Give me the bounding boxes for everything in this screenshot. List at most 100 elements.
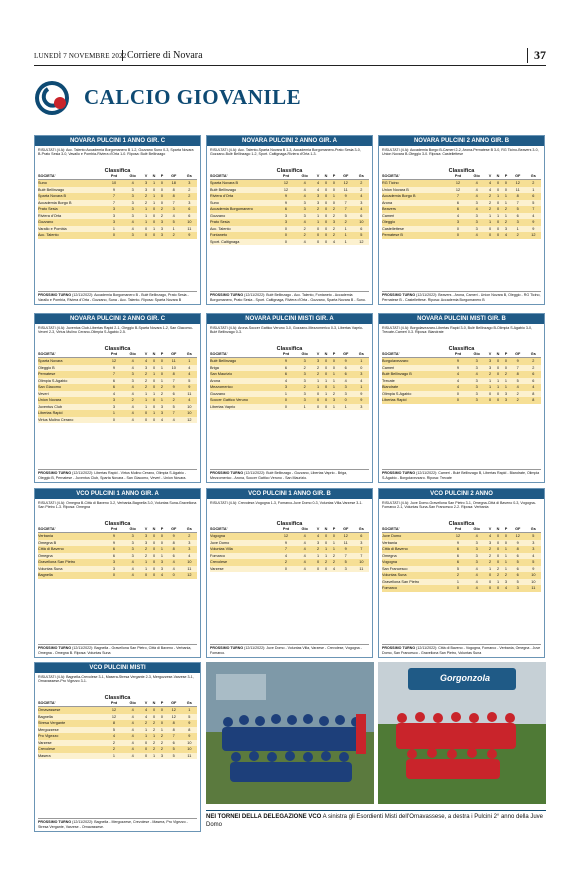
table-cell: 0 <box>321 212 331 219</box>
next-round: PROSSIMO TURNO (12/11/2022): Bagnella - … <box>38 644 197 655</box>
table-cell: 6 <box>525 193 541 200</box>
table-cell: Trecate <box>382 377 449 384</box>
table-cell: 2 <box>330 232 338 239</box>
table-cell: 7 <box>353 546 369 553</box>
next-round-label: PROSSIMO TURNO <box>382 646 416 651</box>
column-header: Gio <box>295 352 315 358</box>
table-cell: 4 <box>502 585 510 592</box>
table-cell: Beavers <box>382 206 449 213</box>
table-cell: 4 <box>142 713 150 720</box>
section-title: CALCIO GIOVANILE <box>84 85 302 109</box>
standings-heading: Classifica <box>104 168 131 174</box>
standings-box: VCO PULCINI 1 ANNO GIR. A RISULTATI (4 A)… <box>34 488 201 658</box>
table-cell: 1 <box>330 403 338 410</box>
column-header: Pnt <box>448 352 468 358</box>
table-cell: Omegna <box>38 552 105 559</box>
table-cell: 4 <box>123 559 143 566</box>
table-cell: 1 <box>149 225 159 232</box>
standings-box: NOVARA PULCINI MISTI GIR. B RISULTATI (4 … <box>378 313 545 483</box>
table-cell: Bulé Bellinzago <box>38 186 105 193</box>
column-header: SOCIETA' <box>38 527 105 533</box>
table-cell: 2 <box>158 746 166 753</box>
table-cell: 2 <box>493 565 503 572</box>
table-cell: 0 <box>314 397 322 404</box>
next-round-label: PROSSIMO TURNO <box>382 471 416 476</box>
table-cell: 11 <box>337 186 354 193</box>
table-cell: 4 <box>165 212 182 219</box>
table-cell: 5 <box>165 219 182 226</box>
table-cell: 4 <box>295 193 315 200</box>
table-cell: San Francesco <box>382 565 449 572</box>
table-cell: 3 <box>330 219 338 226</box>
table-cell: 4 <box>525 384 541 391</box>
table-row: Juventus Club 3 4 1 0 3 5 10 <box>38 403 197 410</box>
table-cell: Voluntas Suna <box>38 565 105 572</box>
table-cell: Juve Domo <box>382 532 449 540</box>
table-cell: 2 <box>330 206 338 213</box>
table-cell: 2 <box>502 371 510 378</box>
table-cell: 0 <box>158 532 166 540</box>
table-cell: 2 <box>330 212 338 219</box>
table-cell: 3 <box>104 219 124 226</box>
table-row: Bagnella 12 4 4 0 0 12 5 <box>38 713 197 720</box>
table-cell: 2 <box>314 546 322 553</box>
table-row: Cameri 9 3 3 0 0 7 2 <box>382 364 541 371</box>
table-cell: 4 <box>104 390 124 397</box>
column-header: Gs <box>181 701 197 707</box>
column-header: Gs <box>525 174 541 180</box>
column-header: Gs <box>181 174 197 180</box>
table-cell: 3 <box>104 212 124 219</box>
table-cell: 1 <box>502 377 510 384</box>
table-cell: 1 <box>142 726 150 733</box>
table-cell: 0 <box>149 532 159 540</box>
table-row: Virtus Mulino Cerano 0 4 0 0 4 4 12 <box>38 416 197 423</box>
column-header: N <box>321 527 331 533</box>
table-cell: 0 <box>158 720 166 727</box>
table-cell: 0 <box>486 578 494 585</box>
table-cell: 4 <box>295 565 315 572</box>
table-cell: Voluntas Villa <box>210 546 277 553</box>
table-cell: 4 <box>353 377 369 384</box>
table-cell: 3 <box>123 212 143 219</box>
standings-table: SOCIETA' Pnt Gio V N P GF Gs Bulè Bellinzago 9 3 3 0… <box>210 352 369 410</box>
column-header: Gs <box>181 527 197 533</box>
table-row: Borgolavezzaro 9 3 3 0 0 9 2 <box>382 357 541 365</box>
table-cell: 0 <box>493 397 503 404</box>
next-round-label: PROSSIMO TURNO <box>38 646 72 651</box>
table-cell: 11 <box>181 752 197 759</box>
standings-results: RISULTATI (4 A): Acc. Talento Accademia … <box>38 148 194 157</box>
table-cell: 2 <box>158 390 166 397</box>
table-row: Pernatese B 0 4 0 0 4 2 12 <box>382 232 541 239</box>
table-cell: 1 <box>149 733 159 740</box>
column-header: N <box>493 527 503 533</box>
table-cell: 5 <box>181 377 197 384</box>
table-cell: 3 <box>314 539 322 546</box>
table-cell: 3 <box>509 219 526 226</box>
table-cell: 0 <box>486 397 494 404</box>
table-cell: Gravellona San Pietro <box>382 578 449 585</box>
table-cell: 1 <box>353 384 369 391</box>
table-row: Omegna 6 3 2 0 1 6 4 <box>38 552 197 559</box>
table-cell: 1 <box>149 371 159 378</box>
table-cell: 4 <box>467 179 487 187</box>
table-cell: 3 <box>509 585 526 592</box>
table-cell: Cameri <box>382 212 449 219</box>
table-cell: 0 <box>486 232 494 239</box>
column-header: Gs <box>353 174 369 180</box>
table-cell: 0 <box>493 559 503 566</box>
next-round: PROSSIMO TURNO (12/11/2022): Juve Domo -… <box>210 644 369 655</box>
table-cell: Borgolavezzaro <box>382 357 449 365</box>
caption-bold: NEI TORNEI DELLA DELEGAZIONE VCO <box>206 814 322 820</box>
table-cell: 0 <box>493 390 503 397</box>
table-cell: 1 <box>493 578 503 585</box>
table-cell: 2 <box>295 232 315 239</box>
table-cell: 4 <box>165 416 182 423</box>
table-cell: 4 <box>353 193 369 200</box>
table-cell: 0 <box>149 206 159 213</box>
table-cell: 2 <box>509 390 526 397</box>
table-cell: 1 <box>314 384 322 391</box>
table-cell: 11 <box>509 186 526 193</box>
table-cell: 3 <box>181 539 197 546</box>
table-cell: Masera <box>38 752 105 759</box>
next-round-label: PROSSIMO TURNO <box>382 293 416 298</box>
